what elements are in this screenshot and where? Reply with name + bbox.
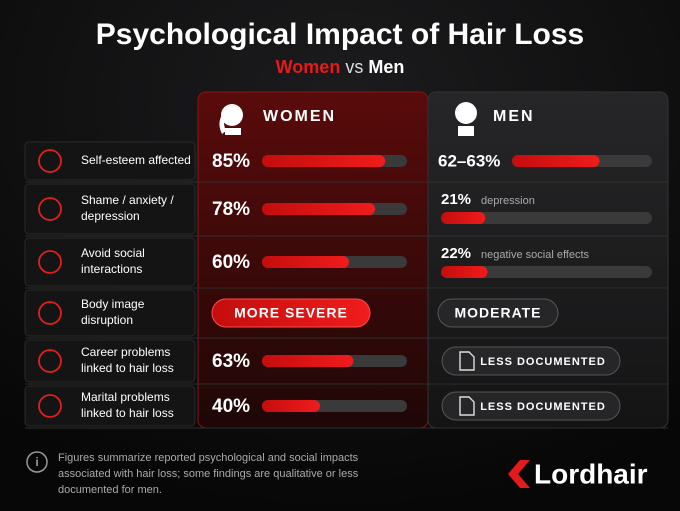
footnote-line: Figures summarize reported psychological… xyxy=(58,452,359,464)
men-note: negative social effects xyxy=(481,249,590,261)
men-bar xyxy=(441,266,488,278)
row-label: Marital problems xyxy=(81,390,170,404)
row-label: linked to hair loss xyxy=(81,361,174,375)
women-bar xyxy=(262,203,376,215)
men-value: 62–63% xyxy=(438,151,500,170)
row-label-cell xyxy=(24,141,196,181)
info-icon-i: i xyxy=(35,455,38,469)
footnote-line: documented for men. xyxy=(58,484,162,496)
info-icon xyxy=(26,451,48,473)
men-bar xyxy=(512,155,600,167)
row-label: disruption xyxy=(81,313,133,327)
logo-mark xyxy=(508,460,530,488)
subtitle: Women vs Men xyxy=(276,57,405,77)
row-label: depression xyxy=(81,209,140,223)
row-icon xyxy=(38,149,62,173)
men-bar xyxy=(441,212,486,224)
title: Psychological Impact of Hair Loss xyxy=(96,18,584,51)
badge xyxy=(441,391,621,421)
bar-track xyxy=(441,266,652,278)
row-icon xyxy=(38,301,62,325)
subtitle-women: Women xyxy=(276,57,341,77)
subtitle-men: Men xyxy=(368,57,404,77)
row-icon xyxy=(38,197,62,221)
row-label: linked to hair loss xyxy=(81,406,174,420)
subtitle-vs: vs xyxy=(345,57,363,77)
men-note: depression xyxy=(481,195,535,207)
logo: Lordhair xyxy=(534,458,648,489)
footnote: Figures summarize reported psychological… xyxy=(58,452,359,496)
badge xyxy=(441,346,621,376)
women-bar xyxy=(262,355,354,367)
footnote-line: associated with hair loss; some findings… xyxy=(58,468,359,480)
women-bar xyxy=(262,256,349,268)
badge xyxy=(211,298,371,328)
row-label-cell xyxy=(24,385,196,427)
row-label: Career problems xyxy=(81,345,170,359)
rows: Self-esteem affected 85% 62–63% Shame / anx… xyxy=(24,141,668,429)
row-label-cell xyxy=(24,183,196,235)
badge-label: LESS DOCUMENTED xyxy=(480,401,606,413)
women-value: 63% xyxy=(212,351,250,372)
badge-label: MODERATE xyxy=(454,305,541,321)
row-label: Self-esteem affected xyxy=(81,153,191,167)
men-value: 22% xyxy=(441,245,471,262)
badge-label: MORE SEVERE xyxy=(234,305,348,321)
badge xyxy=(437,298,559,328)
row-label: Shame / anxiety / xyxy=(81,193,174,207)
women-value: 60% xyxy=(212,252,250,273)
women-value: 78% xyxy=(212,199,250,220)
row-label-cell xyxy=(24,339,196,383)
row-label: Avoid social xyxy=(81,246,145,260)
row-icon xyxy=(38,394,62,418)
bar-track xyxy=(441,212,652,224)
women-bar xyxy=(262,155,386,167)
row-label-cell xyxy=(24,237,196,287)
women-bar xyxy=(262,400,320,412)
men-header: MEN xyxy=(493,108,535,125)
men-value: 21% xyxy=(441,191,471,208)
row-label-cell xyxy=(24,289,196,337)
women-value: 85% xyxy=(212,151,250,172)
row-icon xyxy=(38,349,62,373)
man-icon xyxy=(455,102,477,136)
doc-icon xyxy=(459,351,475,371)
row-label: Body image xyxy=(81,297,145,311)
women-header: WOMEN xyxy=(263,108,336,125)
badge-label: LESS DOCUMENTED xyxy=(480,356,606,368)
women-value: 40% xyxy=(212,396,250,417)
row-icon xyxy=(38,250,62,274)
doc-icon xyxy=(459,396,475,416)
woman-icon xyxy=(219,104,243,135)
row-label: interactions xyxy=(81,262,142,276)
